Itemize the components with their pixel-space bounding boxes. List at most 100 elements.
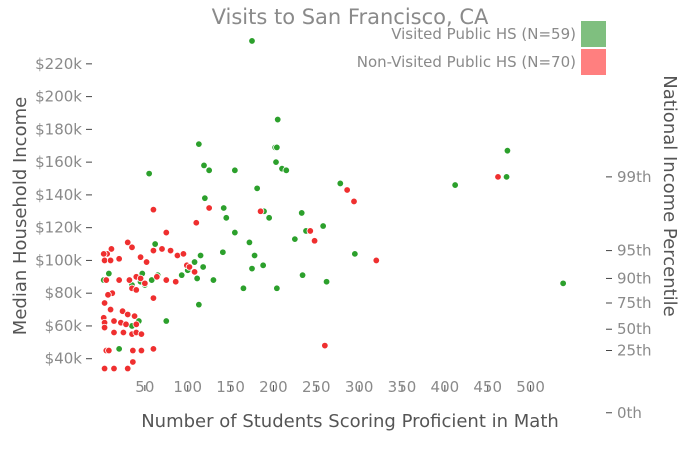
data-point[interactable] [199,263,207,271]
data-point[interactable] [110,364,118,373]
data-point[interactable] [209,276,218,284]
data-point[interactable] [239,284,248,292]
data-point[interactable] [351,250,359,258]
data-point[interactable] [100,364,109,373]
data-point[interactable] [196,251,205,260]
data-point[interactable] [100,250,108,258]
legend-swatch[interactable] [581,21,606,47]
data-point[interactable] [151,240,159,248]
data-point[interactable] [105,346,113,355]
data-point[interactable] [502,173,511,181]
data-point[interactable] [132,286,140,294]
data-point[interactable] [185,263,194,271]
data-point[interactable] [137,330,146,338]
data-point[interactable] [190,258,199,266]
data-point[interactable] [106,256,115,265]
data-point[interactable] [130,312,139,320]
data-point[interactable] [343,186,351,194]
data-point[interactable] [118,307,127,315]
data-point[interactable] [205,166,213,175]
plot-points[interactable] [100,37,567,373]
data-point[interactable] [149,205,158,214]
data-point[interactable] [178,271,186,279]
data-point[interactable] [195,140,203,148]
data-point[interactable] [192,219,200,227]
data-point[interactable] [124,310,132,319]
data-point[interactable] [200,161,208,170]
data-point[interactable] [179,250,188,258]
data-point[interactable] [222,214,230,222]
data-point[interactable] [173,251,182,260]
data-point[interactable] [231,166,239,175]
data-point[interactable] [350,197,358,206]
data-point[interactable] [142,258,151,266]
data-point[interactable] [219,248,227,256]
data-point[interactable] [220,204,228,212]
data-point[interactable] [259,261,267,270]
data-point[interactable] [298,271,307,279]
data-point[interactable] [105,269,113,278]
data-point[interactable] [100,323,109,332]
data-point[interactable] [125,276,134,284]
data-point[interactable] [166,246,175,255]
data-point[interactable] [137,346,146,355]
data-point[interactable] [136,274,145,283]
data-point[interactable] [149,294,158,302]
data-point[interactable] [195,300,203,309]
data-point[interactable] [107,245,116,253]
data-point[interactable] [115,255,123,263]
data-point[interactable] [248,264,256,273]
data-point[interactable] [231,228,239,237]
data-point[interactable] [451,181,459,189]
data-point[interactable] [248,37,256,45]
data-point[interactable] [145,169,153,178]
data-point[interactable] [122,320,130,329]
data-point[interactable] [115,345,123,353]
data-point[interactable] [162,276,170,284]
legend-label[interactable]: Non-Visited Public HS (N=70) [357,53,576,71]
data-point[interactable] [272,158,280,166]
data-point[interactable] [336,179,344,188]
data-point[interactable] [100,299,109,307]
data-point[interactable] [162,317,170,325]
data-point[interactable] [129,346,137,355]
data-point[interactable] [559,279,567,288]
data-point[interactable] [172,278,180,286]
data-point[interactable] [503,146,512,155]
data-point[interactable] [149,345,158,353]
data-point[interactable] [291,235,299,243]
data-point[interactable] [148,276,156,284]
data-point[interactable] [310,237,319,245]
data-point[interactable] [372,256,380,265]
data-point[interactable] [282,166,290,175]
legend-label[interactable]: Visited Public HS (N=59) [391,25,576,43]
data-point[interactable] [128,243,136,252]
data-point[interactable] [245,238,254,247]
data-point[interactable] [158,245,166,253]
data-point[interactable] [256,207,265,215]
data-point[interactable] [306,227,314,235]
data-point[interactable] [141,279,149,288]
data-point[interactable] [124,364,132,373]
data-point[interactable] [273,143,281,152]
data-point[interactable] [129,358,137,366]
data-point[interactable] [102,276,110,284]
legend-swatch[interactable] [581,49,606,75]
data-point[interactable] [162,228,170,237]
data-point[interactable] [132,320,140,329]
data-point[interactable] [110,317,118,325]
data-point[interactable] [321,341,329,350]
data-point[interactable] [274,115,282,124]
data-point[interactable] [136,253,145,261]
data-point[interactable] [273,284,281,292]
data-point[interactable] [149,246,158,255]
data-point[interactable] [193,274,201,283]
data-point[interactable] [205,204,213,212]
data-point[interactable] [319,222,327,230]
data-point[interactable] [106,305,115,314]
data-point[interactable] [110,328,118,337]
data-point[interactable] [115,276,123,284]
data-point[interactable] [322,278,331,286]
data-point[interactable] [250,251,259,260]
data-point[interactable] [124,238,132,247]
